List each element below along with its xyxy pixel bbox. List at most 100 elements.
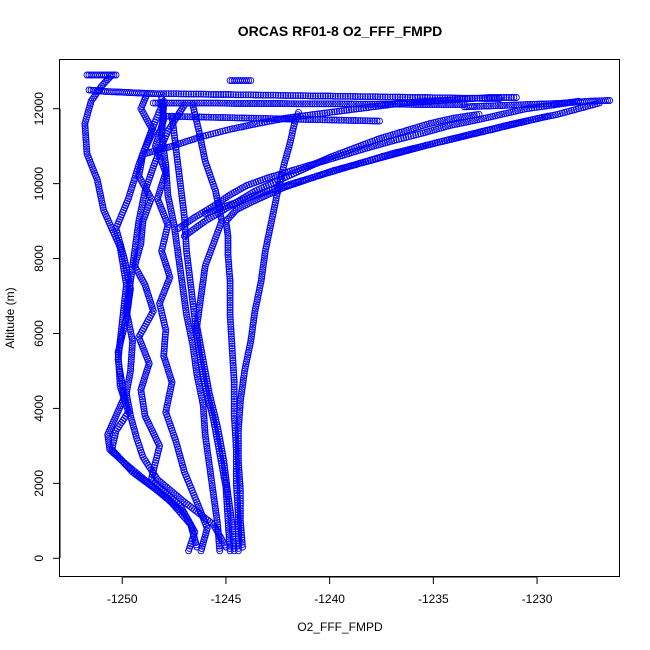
data-point [229, 364, 237, 372]
data-point [120, 304, 128, 312]
data-point [436, 138, 444, 146]
data-point [177, 99, 185, 107]
data-point [226, 284, 234, 292]
data-point [416, 94, 424, 101]
data-point [234, 449, 242, 457]
data-point [235, 459, 242, 467]
data-point [161, 156, 169, 164]
data-point [192, 90, 200, 98]
data-point [200, 90, 207, 98]
data-point [259, 268, 266, 276]
data-point [232, 91, 240, 99]
data-point [179, 288, 187, 296]
data-point [149, 99, 157, 107]
data-point [220, 539, 228, 547]
data-point [272, 91, 280, 99]
data-point [82, 140, 90, 148]
data-point [244, 353, 251, 361]
data-point [174, 113, 182, 120]
data-point [508, 101, 516, 109]
data-point [82, 131, 90, 139]
data-point [193, 322, 201, 330]
data-point [262, 100, 270, 107]
data-point [234, 444, 242, 452]
data-point [171, 136, 179, 144]
data-point [285, 115, 293, 123]
data-point [223, 486, 231, 494]
data-point [515, 101, 523, 109]
data-point [176, 113, 184, 121]
data-point [436, 94, 444, 102]
data-point [225, 268, 233, 275]
data-point [259, 266, 267, 273]
data-point [128, 346, 136, 354]
data-point [223, 226, 231, 234]
data-point [487, 102, 495, 110]
data-point [319, 92, 327, 100]
data-point [451, 94, 459, 102]
data-point [426, 101, 434, 109]
data-point [243, 114, 251, 122]
data-point [224, 232, 232, 240]
data-point [127, 362, 135, 370]
data-point [428, 101, 436, 109]
data-point [202, 113, 210, 121]
data-point [127, 360, 135, 368]
data-point [184, 99, 192, 107]
data-point [177, 272, 185, 280]
data-point [347, 116, 355, 124]
data-point [216, 547, 224, 555]
data-point [127, 365, 135, 373]
data-point [225, 495, 233, 503]
data-point [230, 369, 238, 377]
data-point [226, 316, 234, 324]
data-point [226, 308, 234, 316]
series-20 [83, 71, 120, 79]
data-point [221, 114, 229, 122]
data-point [117, 328, 125, 336]
data-point [265, 229, 273, 237]
data-point [234, 91, 242, 99]
data-point [228, 337, 236, 345]
data-point [124, 305, 132, 313]
data-point [226, 311, 234, 319]
data-point [205, 90, 212, 98]
data-point [182, 242, 190, 250]
data-point [272, 196, 280, 204]
data-point [235, 468, 243, 476]
data-point [226, 294, 234, 302]
data-point [307, 92, 314, 100]
data-point [120, 389, 127, 396]
data-point [391, 100, 399, 108]
data-point [236, 507, 244, 515]
data-point [226, 301, 234, 309]
data-point [196, 297, 204, 305]
x-axis-label: O2_FFF_FMPD [297, 620, 383, 634]
data-point [172, 148, 180, 156]
data-point [207, 397, 215, 405]
data-point [128, 349, 136, 356]
data-point [214, 99, 222, 107]
data-point [194, 315, 202, 323]
data-point [115, 358, 122, 366]
data-point [318, 100, 326, 108]
data-point [492, 102, 500, 110]
data-point [185, 264, 193, 272]
data-point [163, 179, 171, 187]
data-point [172, 237, 180, 245]
data-point [161, 333, 169, 341]
data-point [179, 204, 187, 212]
data-point [201, 428, 209, 436]
data-point [478, 94, 486, 102]
data-point [163, 182, 171, 190]
data-point [207, 113, 215, 121]
data-point [138, 395, 146, 403]
chart-title: ORCAS RF01-8 O2_FFF_FMPD [238, 23, 443, 39]
data-point [126, 291, 134, 299]
data-point [237, 91, 245, 99]
data-point [247, 335, 255, 343]
data-point [234, 452, 242, 460]
data-point [374, 93, 382, 101]
data-point [226, 289, 234, 297]
data-point [175, 165, 182, 173]
